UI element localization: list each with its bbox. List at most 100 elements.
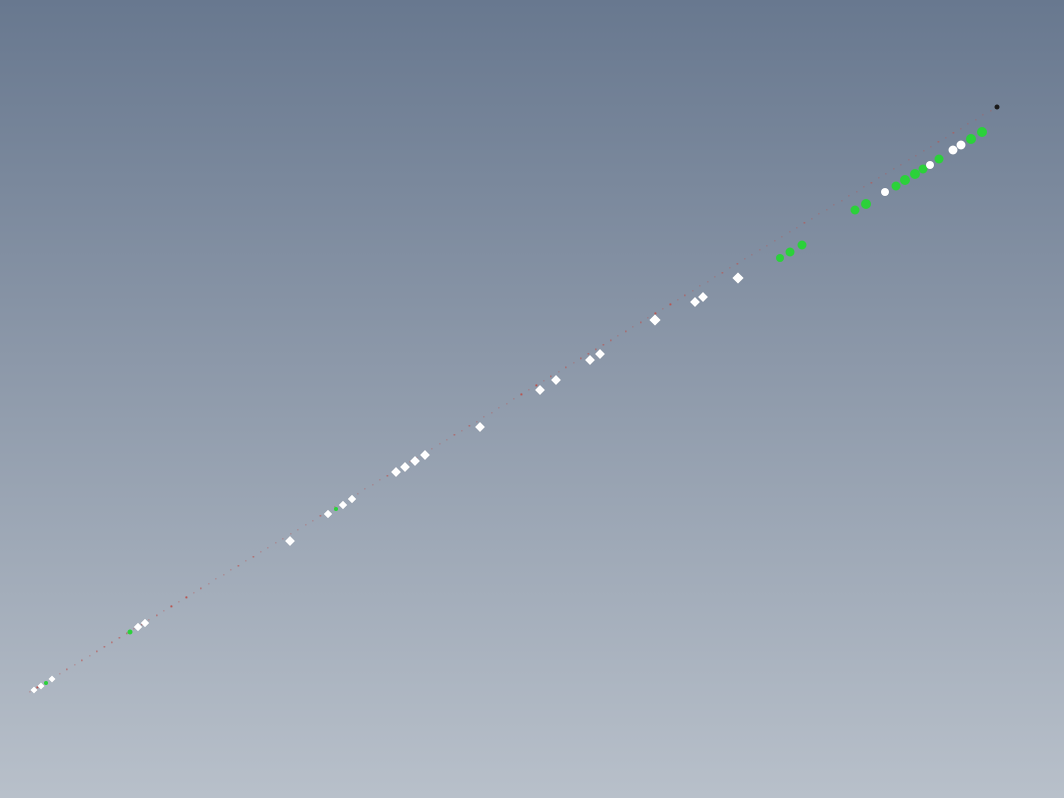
- axis-dot: [238, 565, 239, 566]
- circle-marker: [851, 206, 860, 215]
- axis-dot: [774, 241, 775, 242]
- square-marker: [732, 272, 743, 283]
- axis-dot: [461, 430, 462, 431]
- square-marker: [339, 501, 347, 509]
- axis-dot: [89, 655, 90, 656]
- axis-dot: [930, 146, 931, 147]
- axis-dot: [446, 439, 447, 440]
- circle-marker: [334, 507, 338, 511]
- axis-dot: [841, 200, 842, 201]
- axis-dot: [729, 268, 730, 269]
- square-marker: [698, 292, 708, 302]
- axis-dot: [878, 178, 879, 179]
- axis-dot: [320, 516, 321, 517]
- axis-dot: [923, 150, 924, 151]
- axis-dot: [573, 362, 574, 363]
- axis-dot: [439, 443, 440, 444]
- axis-dot: [737, 263, 738, 264]
- axis-dot: [104, 646, 105, 647]
- axis-dot: [938, 141, 939, 142]
- axis-dot: [372, 484, 373, 485]
- axis-dot: [804, 223, 805, 224]
- axis-dot: [245, 561, 246, 562]
- circle-marker: [128, 630, 133, 635]
- square-marker: [410, 456, 420, 466]
- axis-dot: [29, 691, 30, 692]
- circle-marker: [966, 134, 976, 144]
- axis-dot: [744, 259, 745, 260]
- axis-dot: [186, 597, 187, 598]
- axis-dot: [640, 322, 641, 323]
- circle-marker: [957, 141, 966, 150]
- axis-dot: [543, 380, 544, 381]
- axis-dot: [558, 371, 559, 372]
- axis-dot: [551, 376, 552, 377]
- square-marker: [285, 536, 295, 546]
- axis-dot: [886, 173, 887, 174]
- axis-dot: [260, 552, 261, 553]
- axis-dot: [469, 425, 470, 426]
- circle-marker: [892, 182, 901, 191]
- axis-dot: [960, 128, 961, 129]
- axis-dot: [953, 132, 954, 133]
- axis-dot: [566, 367, 567, 368]
- axis-dot: [968, 123, 969, 124]
- axis-dot: [580, 358, 581, 359]
- axis-dot: [871, 182, 872, 183]
- axis-dot: [223, 574, 224, 575]
- circle-marker: [798, 241, 807, 250]
- circle-marker: [786, 248, 795, 257]
- circle-marker: [881, 188, 889, 196]
- axis-dot: [67, 669, 68, 670]
- axis-dot: [767, 245, 768, 246]
- axis-dot: [290, 534, 291, 535]
- axis-dot: [908, 159, 909, 160]
- circle-marker: [861, 199, 871, 209]
- axis-dot: [297, 529, 298, 530]
- axis-dot: [625, 331, 626, 332]
- axis-dot: [364, 489, 365, 490]
- axis-dot: [484, 416, 485, 417]
- square-marker: [324, 510, 332, 518]
- square-marker: [649, 314, 660, 325]
- axis-dot: [826, 209, 827, 210]
- axis-dot: [491, 412, 492, 413]
- axis-dot: [268, 547, 269, 548]
- axis-dot: [253, 556, 254, 557]
- axis-dot: [208, 583, 209, 584]
- axis-dot: [848, 196, 849, 197]
- axis-dot: [752, 254, 753, 255]
- axis-dot: [685, 295, 686, 296]
- circle-marker: [995, 105, 1000, 110]
- axis-dot: [901, 164, 902, 165]
- axis-dot: [499, 407, 500, 408]
- axis-dot: [454, 434, 455, 435]
- axis-dot: [692, 290, 693, 291]
- square-marker: [535, 385, 545, 395]
- axis-dot: [59, 673, 60, 674]
- axis-dot: [633, 326, 634, 327]
- axis-dot: [74, 664, 75, 665]
- square-marker: [420, 450, 430, 460]
- axis-dot: [216, 579, 217, 580]
- axis-dot: [610, 340, 611, 341]
- square-marker: [551, 375, 561, 385]
- axis-dot: [722, 272, 723, 273]
- axis-dot: [759, 250, 760, 251]
- axis-dot: [178, 601, 179, 602]
- axis-dot: [387, 475, 388, 476]
- square-marker: [585, 355, 595, 365]
- axis-dot: [819, 214, 820, 215]
- axis-dot: [714, 277, 715, 278]
- axis-dot: [945, 137, 946, 138]
- axis-dot: [283, 538, 284, 539]
- axis-dot: [595, 349, 596, 350]
- axis-dot: [379, 480, 380, 481]
- axis-dot: [707, 281, 708, 282]
- axis-dot: [96, 651, 97, 652]
- axis-dot: [677, 299, 678, 300]
- cad-viewport[interactable]: [0, 0, 1064, 798]
- axis-dot: [618, 335, 619, 336]
- axis-dot: [521, 394, 522, 395]
- square-marker: [475, 422, 485, 432]
